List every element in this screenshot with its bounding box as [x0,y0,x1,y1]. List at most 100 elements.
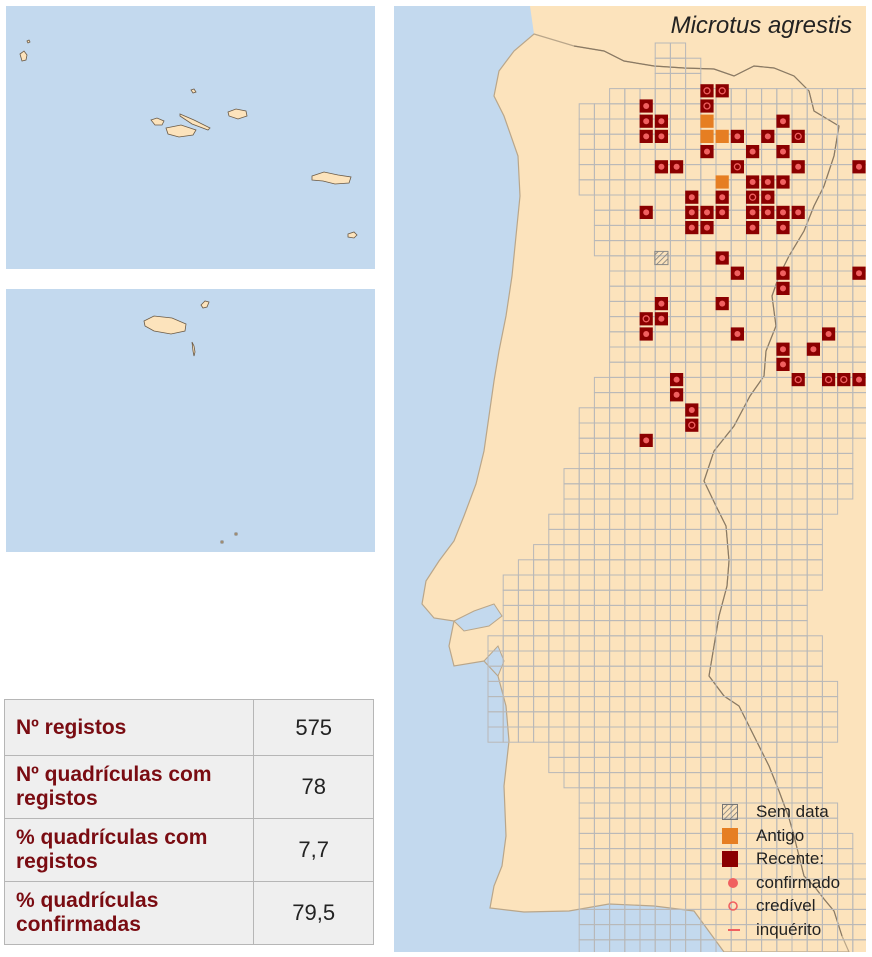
grid-cell [685,939,702,952]
island-sao-jorge [179,113,211,131]
record-square [791,205,805,219]
madeira-inset-map [6,289,375,552]
record-square [852,373,866,387]
record-square [715,297,729,311]
record-square [776,221,790,235]
record-square [791,129,805,143]
island-terceira [227,108,248,120]
record-square [730,266,744,280]
grid-cell [669,908,687,926]
record-square [639,312,653,326]
record-square [761,205,775,219]
grid-cell [821,726,839,743]
legend-item-sem-data: Sem data [722,800,862,824]
record-square [700,99,714,113]
grid-cell [578,908,595,926]
grid-cell [852,422,866,439]
dash-icon [728,928,740,931]
island-corvo [26,39,31,44]
record-square [639,129,653,143]
grid-cell [852,939,866,952]
grid-cell [639,924,656,941]
island-flores [19,50,28,62]
record-square [730,327,744,341]
island-desertas [191,341,196,357]
island-faial [150,117,165,126]
record-square [746,175,760,189]
record-square [715,175,729,189]
record-square [837,373,851,387]
island-pico [165,124,197,138]
filled-dot-icon [728,877,738,888]
stat-value: 7,7 [253,818,374,882]
legend-label: Antigo [756,825,805,845]
stat-label: Nº quadrículas com registos [3,755,255,819]
record-square [761,129,775,143]
grid-cell [669,924,687,941]
table-row: % quadrículas com registos 7,7 [3,818,374,882]
record-square [654,114,668,128]
record-square [654,129,668,143]
legend-item-antigo: Antigo [722,824,862,848]
legend-label: credível [756,896,816,915]
madeira-islands [143,300,238,544]
record-square [730,129,744,143]
grid-cell [578,939,595,952]
grid-cell [487,726,504,743]
record-square [852,160,866,174]
island-porto-santo [200,300,210,309]
orange-square-icon [722,827,738,844]
record-square [700,114,714,128]
record-square [670,373,684,387]
record-square [746,205,760,219]
hatched-square-icon [722,804,738,820]
grid-cell [609,939,626,952]
island-santa-maria [347,231,358,239]
grid-cell [624,924,641,941]
record-square [639,99,653,113]
grid-cell [593,939,611,952]
grid-cell [624,908,641,926]
grid-cell [609,924,626,941]
record-square [670,160,684,174]
grid-cell [654,924,671,941]
record-square [822,327,836,341]
dark-red-square-icon [722,851,738,867]
record-square [776,357,790,371]
island-madeira [143,315,187,335]
record-square [685,403,699,417]
record-square [791,160,805,174]
grid-cell [593,908,611,926]
island-sao-miguel [311,171,352,185]
grid-cell [821,498,839,515]
record-square [761,190,775,204]
legend-label: inquérito [756,919,822,939]
grid-cell [806,574,823,591]
record-square [685,418,699,432]
record-square [670,388,684,402]
record-square [776,281,790,295]
legend-label: confirmado [756,872,841,892]
legend-item-credivel: credível [722,894,862,918]
stat-value: 78 [253,755,374,819]
record-square [639,205,653,219]
stat-value: 575 [253,699,374,756]
table-row: Nº quadrículas com registos 78 [3,755,374,819]
record-square [700,84,714,98]
grid-cell [700,939,717,952]
island-graciosa [190,88,197,94]
record-square [639,433,653,447]
grid-cell [837,483,854,500]
record-square [730,160,744,174]
legend-label: Recente: [756,849,825,868]
grid-cell [487,711,504,728]
record-square [806,342,820,356]
mainland-map-canvas [421,6,866,952]
record-square [700,205,714,219]
grid-cell [669,939,687,952]
ring-icon [728,901,738,911]
grid-cell [578,924,595,941]
record-square [746,190,760,204]
stats-table: Nº registos 575 Nº quadrículas com regis… [3,699,374,945]
legend-label: Sem data [756,802,829,821]
